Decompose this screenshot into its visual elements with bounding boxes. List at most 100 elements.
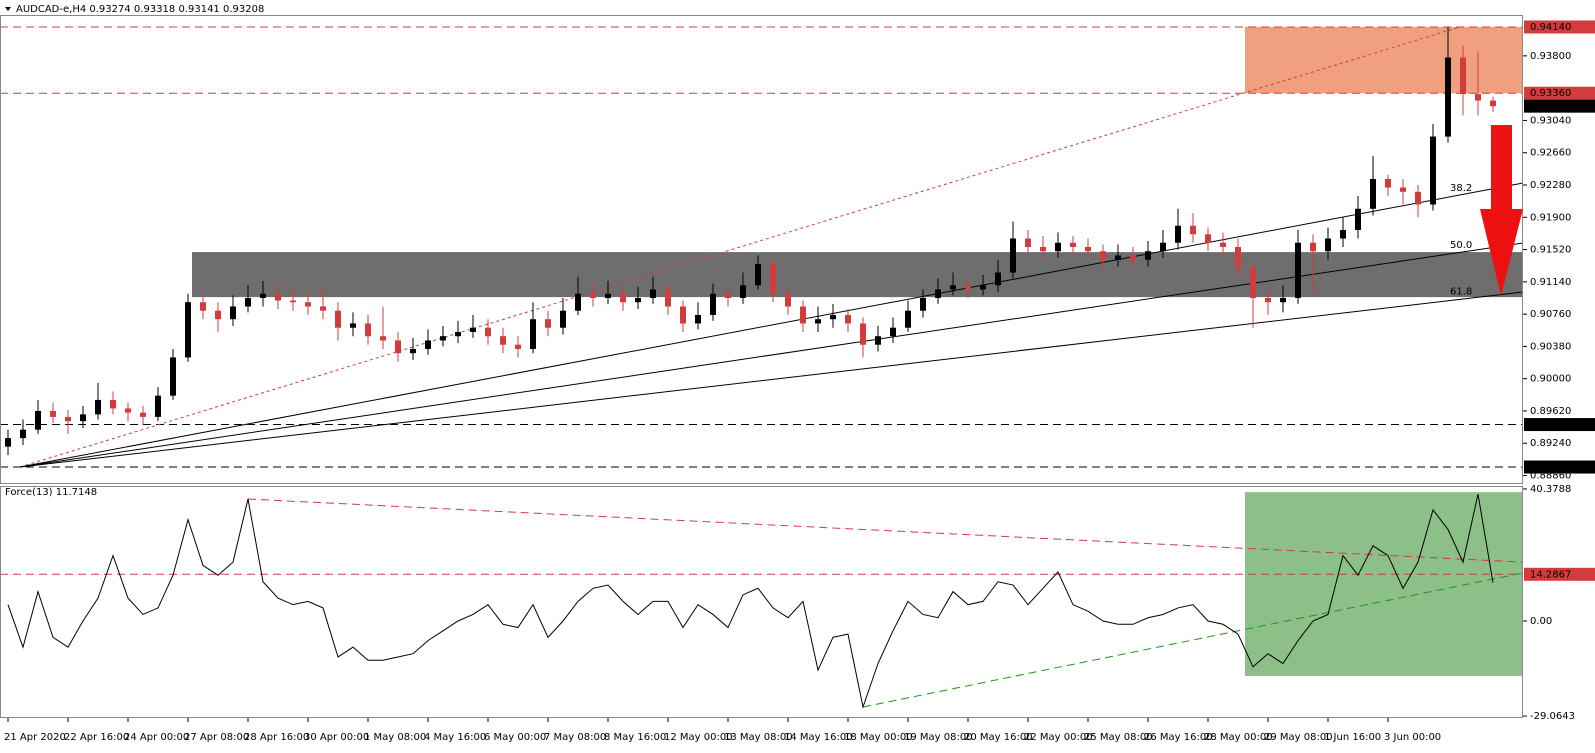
candle-body: [575, 293, 581, 311]
price-label: 0.93208: [1530, 101, 1571, 112]
candle-body: [530, 319, 536, 349]
candle-body: [725, 293, 731, 298]
zone: [192, 252, 1523, 298]
axis-layer: 0.93800 0.93040 0.92660 0.92280 0.91900 0.915…: [4, 20, 1595, 743]
candle-body: [800, 306, 806, 324]
x-tick-label: 13 May 08:00: [724, 732, 793, 743]
title-arrow: [5, 7, 11, 11]
y-tick-label: 0.92660: [1530, 148, 1571, 159]
candle-body: [1310, 242, 1316, 252]
candle-body: [1085, 247, 1091, 252]
candle-body: [695, 314, 701, 324]
candle-body: [410, 348, 416, 354]
level-label: 0.94140: [1530, 22, 1571, 33]
fib-fan-line: [19, 242, 1524, 468]
level-label-box: [1524, 86, 1595, 100]
x-tick-label: 25 May 08:00: [1084, 732, 1153, 743]
x-tick-label: 12 May 00:00: [664, 732, 733, 743]
candle-body: [1130, 255, 1136, 260]
x-tick-label: 8 May 16:00: [604, 732, 666, 743]
candle-body: [545, 319, 551, 328]
candle-body: [935, 289, 941, 298]
main-panel-frame: [0, 15, 1523, 484]
x-tick-label: 1 May 08:00: [364, 732, 426, 743]
y-tick-label: 0.90000: [1530, 374, 1571, 385]
fib-fan-line: [19, 182, 1524, 468]
x-tick-label: 4 May 16:00: [424, 732, 486, 743]
candle-body: [1265, 297, 1271, 303]
zone: [1245, 26, 1523, 94]
candle-body: [1145, 251, 1151, 260]
level-label-box: [1524, 567, 1595, 581]
candle-body: [1205, 234, 1211, 243]
candle-body: [170, 357, 176, 396]
x-tick-label: 22 Apr 16:00: [64, 732, 129, 743]
chart-title: AUDCAD-e,H4 0.93274 0.93318 0.93141 0.93…: [16, 4, 264, 15]
candle-body: [1445, 57, 1451, 137]
candle-body: [1415, 191, 1421, 205]
price-label-box: [1524, 99, 1595, 113]
candle-body: [350, 323, 356, 328]
candle-body: [125, 408, 131, 413]
candle-body: [290, 300, 296, 303]
level-label: 0.93360: [1530, 88, 1571, 99]
candle-body: [95, 399, 101, 415]
candle-body: [1100, 251, 1106, 260]
candle-body: [185, 302, 191, 358]
fib-fan-line: [19, 291, 1524, 468]
y-tick-label: 0.92280: [1530, 180, 1571, 191]
y-tick-label: 0.89240: [1530, 438, 1571, 449]
y-tick-label: 40.3788: [1530, 484, 1571, 495]
x-tick-label: 19 May 08:00: [904, 732, 973, 743]
candle-body: [755, 263, 761, 286]
candle-body: [1250, 268, 1256, 298]
candle-body: [1160, 242, 1166, 252]
level-label-box: [1524, 418, 1595, 432]
candle-body: [320, 306, 326, 311]
candle-body: [305, 302, 311, 307]
candle-body: [1400, 187, 1406, 192]
candle-body: [1070, 242, 1076, 248]
candle-body: [890, 327, 896, 337]
candle-body: [335, 310, 341, 328]
candle-body: [1115, 255, 1121, 260]
candle-body: [455, 331, 461, 337]
zone: [1245, 492, 1523, 676]
indicator-panel-frame: [0, 486, 1523, 718]
y-tick-label: 0.91900: [1530, 212, 1571, 223]
down-arrow: [1480, 125, 1523, 296]
candle-body: [815, 319, 821, 324]
candle-body: [950, 285, 956, 290]
candle-body: [1220, 242, 1226, 248]
level-label: 0.88960: [1530, 462, 1571, 473]
candle-body: [485, 327, 491, 337]
candle-body: [50, 410, 56, 417]
candle-body: [470, 327, 476, 332]
lines-layer: [0, 26, 1524, 708]
trendline: [862, 572, 1524, 708]
candle-body: [1055, 242, 1061, 252]
candle-body: [1010, 238, 1016, 273]
candle-body: [365, 323, 371, 337]
candle-body: [515, 344, 521, 349]
candle-body: [635, 297, 641, 303]
x-tick-label: 22 May 00:00: [1024, 732, 1093, 743]
indicator-line: [7, 494, 1494, 709]
x-tick-label: 7 May 08:00: [544, 732, 606, 743]
y-tick-label: -29.0643: [1530, 711, 1575, 722]
candle-body: [1175, 225, 1181, 243]
candle-body: [1235, 247, 1241, 269]
x-tick-label: 27 Apr 08:00: [184, 732, 249, 743]
y-tick-label: 0.91140: [1530, 277, 1571, 288]
candle-body: [860, 323, 866, 345]
candle-body: [80, 414, 86, 422]
candle-body: [650, 289, 656, 298]
candle-body: [1490, 100, 1496, 107]
candle-body: [845, 314, 851, 324]
y-tick-label: 0.90380: [1530, 341, 1571, 352]
candle-body: [1295, 242, 1301, 298]
y-tick-label: 0.93800: [1530, 51, 1571, 62]
candle-body: [440, 336, 446, 341]
indicator-title: Force(13) 11.7148: [5, 487, 97, 498]
